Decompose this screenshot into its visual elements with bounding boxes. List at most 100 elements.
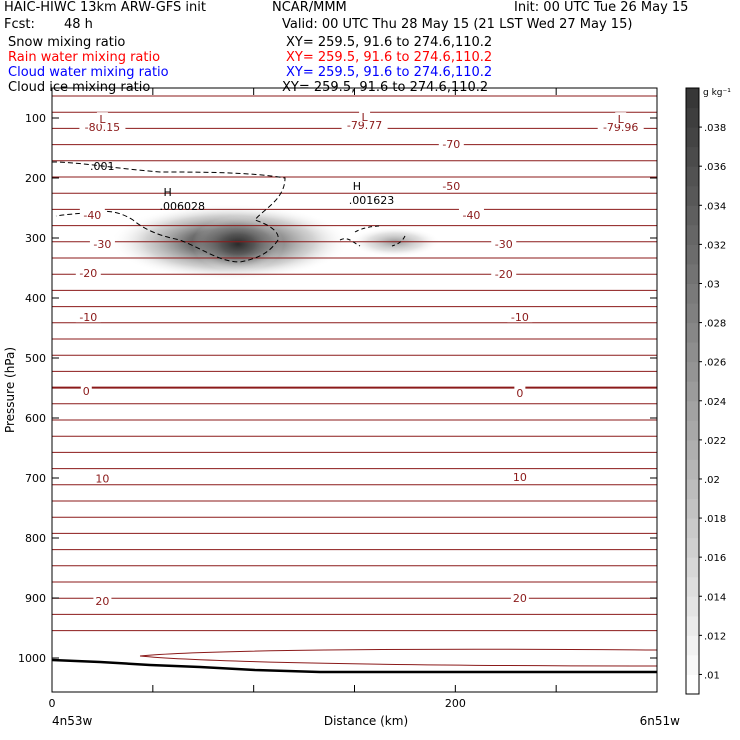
y-tick-label: 500: [25, 352, 46, 365]
colorbar-swatch: [686, 439, 699, 460]
temperature-label: -79.96: [603, 121, 638, 134]
temperature-label: 0: [83, 385, 90, 398]
plot-area: -80.15L -79.77L-79.96L-70-50-40-40-30 -30-…: [52, 95, 657, 674]
colorbar-frame: [685, 87, 700, 695]
x-axis-label: Distance (km): [324, 714, 408, 728]
colorbar-swatch: [686, 400, 699, 421]
x-tick-label: 0: [49, 697, 56, 710]
colorbar-tick-label: .028: [704, 319, 726, 330]
terrain-line: [52, 658, 657, 674]
colorbar-swatch: [686, 498, 699, 519]
colorbar-tick-label: .022: [704, 436, 726, 447]
y-tick-label: 200: [25, 172, 46, 185]
colorbar-swatch: [686, 518, 699, 539]
y-axis-label: Pressure (hPa): [3, 347, 17, 433]
isotherm-lines: [52, 95, 657, 667]
temperature-label: -20: [495, 268, 513, 281]
colorbar-swatch: [686, 478, 699, 500]
temperature-label: -40: [83, 209, 101, 222]
temperature-label: -70: [442, 138, 460, 151]
y-tick-label: 800: [25, 532, 46, 545]
temperature-label-bg: [93, 594, 112, 606]
temperature-label-bg: [79, 120, 126, 132]
y-tick-label: 100: [25, 112, 46, 125]
colorbar-swatch: [686, 596, 699, 617]
colorbar-swatch: [686, 224, 699, 245]
colorbar-swatch: [686, 420, 699, 441]
colorbar-swatch: [686, 342, 699, 363]
colorbar-swatch: [686, 146, 699, 167]
colorbar-swatch: [686, 166, 699, 187]
x-endpoint-left: 4n53w: [52, 714, 93, 728]
temperature-label: -10: [511, 311, 529, 324]
y-tick-label: 600: [25, 412, 46, 425]
colorbar-swatch: [686, 459, 699, 480]
temperature-label: L: [618, 113, 625, 126]
temperature-label-bg: [359, 109, 371, 122]
y-tick-label: 1000: [18, 652, 46, 665]
fcst-label: Fcst:: [4, 17, 35, 32]
temperature-label-bg: [514, 385, 526, 398]
temperature-label: 20: [95, 595, 109, 608]
colorbar-swatch: [686, 381, 699, 402]
colorbar-swatch: [686, 263, 699, 284]
temperature-label: -80.15: [85, 121, 120, 134]
temperature-label: 10: [95, 473, 109, 486]
maximum-value: .006028: [160, 200, 206, 213]
temperature-label: -30: [495, 238, 513, 251]
colorbar-tick-label: .03: [704, 279, 720, 290]
temperature-label: -10: [79, 311, 97, 324]
temperature-labels: -80.15L -79.77L-79.96L-70-50-40-40-30 -30-…: [75, 109, 644, 608]
field-name-rain: Rain water mixing ratio: [8, 50, 161, 65]
colorbar-tick-label: .016: [704, 553, 726, 564]
temperature-label: -30: [93, 238, 111, 251]
temperature-label: L: [99, 113, 106, 126]
colorbar-swatch: [686, 107, 699, 128]
temperature-label-bg: [80, 384, 92, 396]
temperature-label-bg: [438, 136, 464, 149]
temperature-label-bg: [75, 310, 101, 323]
model-title: HAIC-HIWC 13km ARW-GFS init: [4, 0, 206, 15]
colorbar-tick-label: .036: [704, 162, 726, 173]
isotherm-line: [139, 655, 657, 667]
valid-time: Valid: 00 UTC Thu 28 May 15 (21 LST Wed …: [282, 17, 633, 32]
colorbar-swatch: [686, 615, 699, 636]
isotherm-line: [139, 648, 657, 657]
temperature-label-bg: [75, 265, 101, 278]
colorbar-unit: g kg⁻¹: [703, 88, 731, 98]
colorbar-tick-label: .02: [704, 475, 720, 486]
temperature-label-bg: [93, 471, 112, 484]
temperature-label-bg: [458, 208, 484, 221]
colorbar-swatch: [686, 674, 699, 695]
snow-contour-label: .001: [90, 160, 115, 173]
field-xy-rain: XY= 259.5, 91.6 to 274.6,110.2: [286, 50, 493, 65]
maximum-marker: H: [353, 180, 361, 193]
temperature-label-bg: [96, 112, 108, 125]
colorbar-tick-label: .034: [704, 201, 726, 212]
maximum-marker: H: [164, 186, 172, 199]
colorbar-tick-label: .026: [704, 358, 726, 369]
colorbar-swatch: [686, 244, 699, 265]
field-xy-snow: XY= 259.5, 91.6 to 274.6,110.2: [286, 35, 493, 50]
temperature-label: -20: [79, 267, 97, 280]
init-time: Init: 00 UTC Tue 26 May 15: [514, 0, 689, 15]
y-tick-label: 300: [25, 232, 46, 245]
field-name-snow: Snow mixing ratio: [8, 35, 126, 50]
colorbar-tick-label: .012: [704, 631, 726, 642]
temperature-label-bg: [79, 208, 105, 221]
temperature-label-bg: [491, 267, 517, 279]
cloud-ice-max-shade-1-core: [192, 216, 284, 272]
colorbar-swatch: [686, 127, 699, 148]
plot-frame: [51, 87, 658, 693]
y-tick-label: 900: [25, 592, 46, 605]
temperature-label: 20: [513, 592, 527, 605]
x-endpoint-right: 6n51w: [640, 714, 681, 728]
temperature-label-bg: [89, 237, 115, 249]
temperature-label-bg: [615, 112, 627, 125]
temperature-label-bg: [510, 469, 529, 482]
colorbar-swatch: [686, 283, 699, 304]
temperature-label: 10: [513, 471, 527, 484]
colorbar-tick-label: .038: [704, 123, 726, 134]
